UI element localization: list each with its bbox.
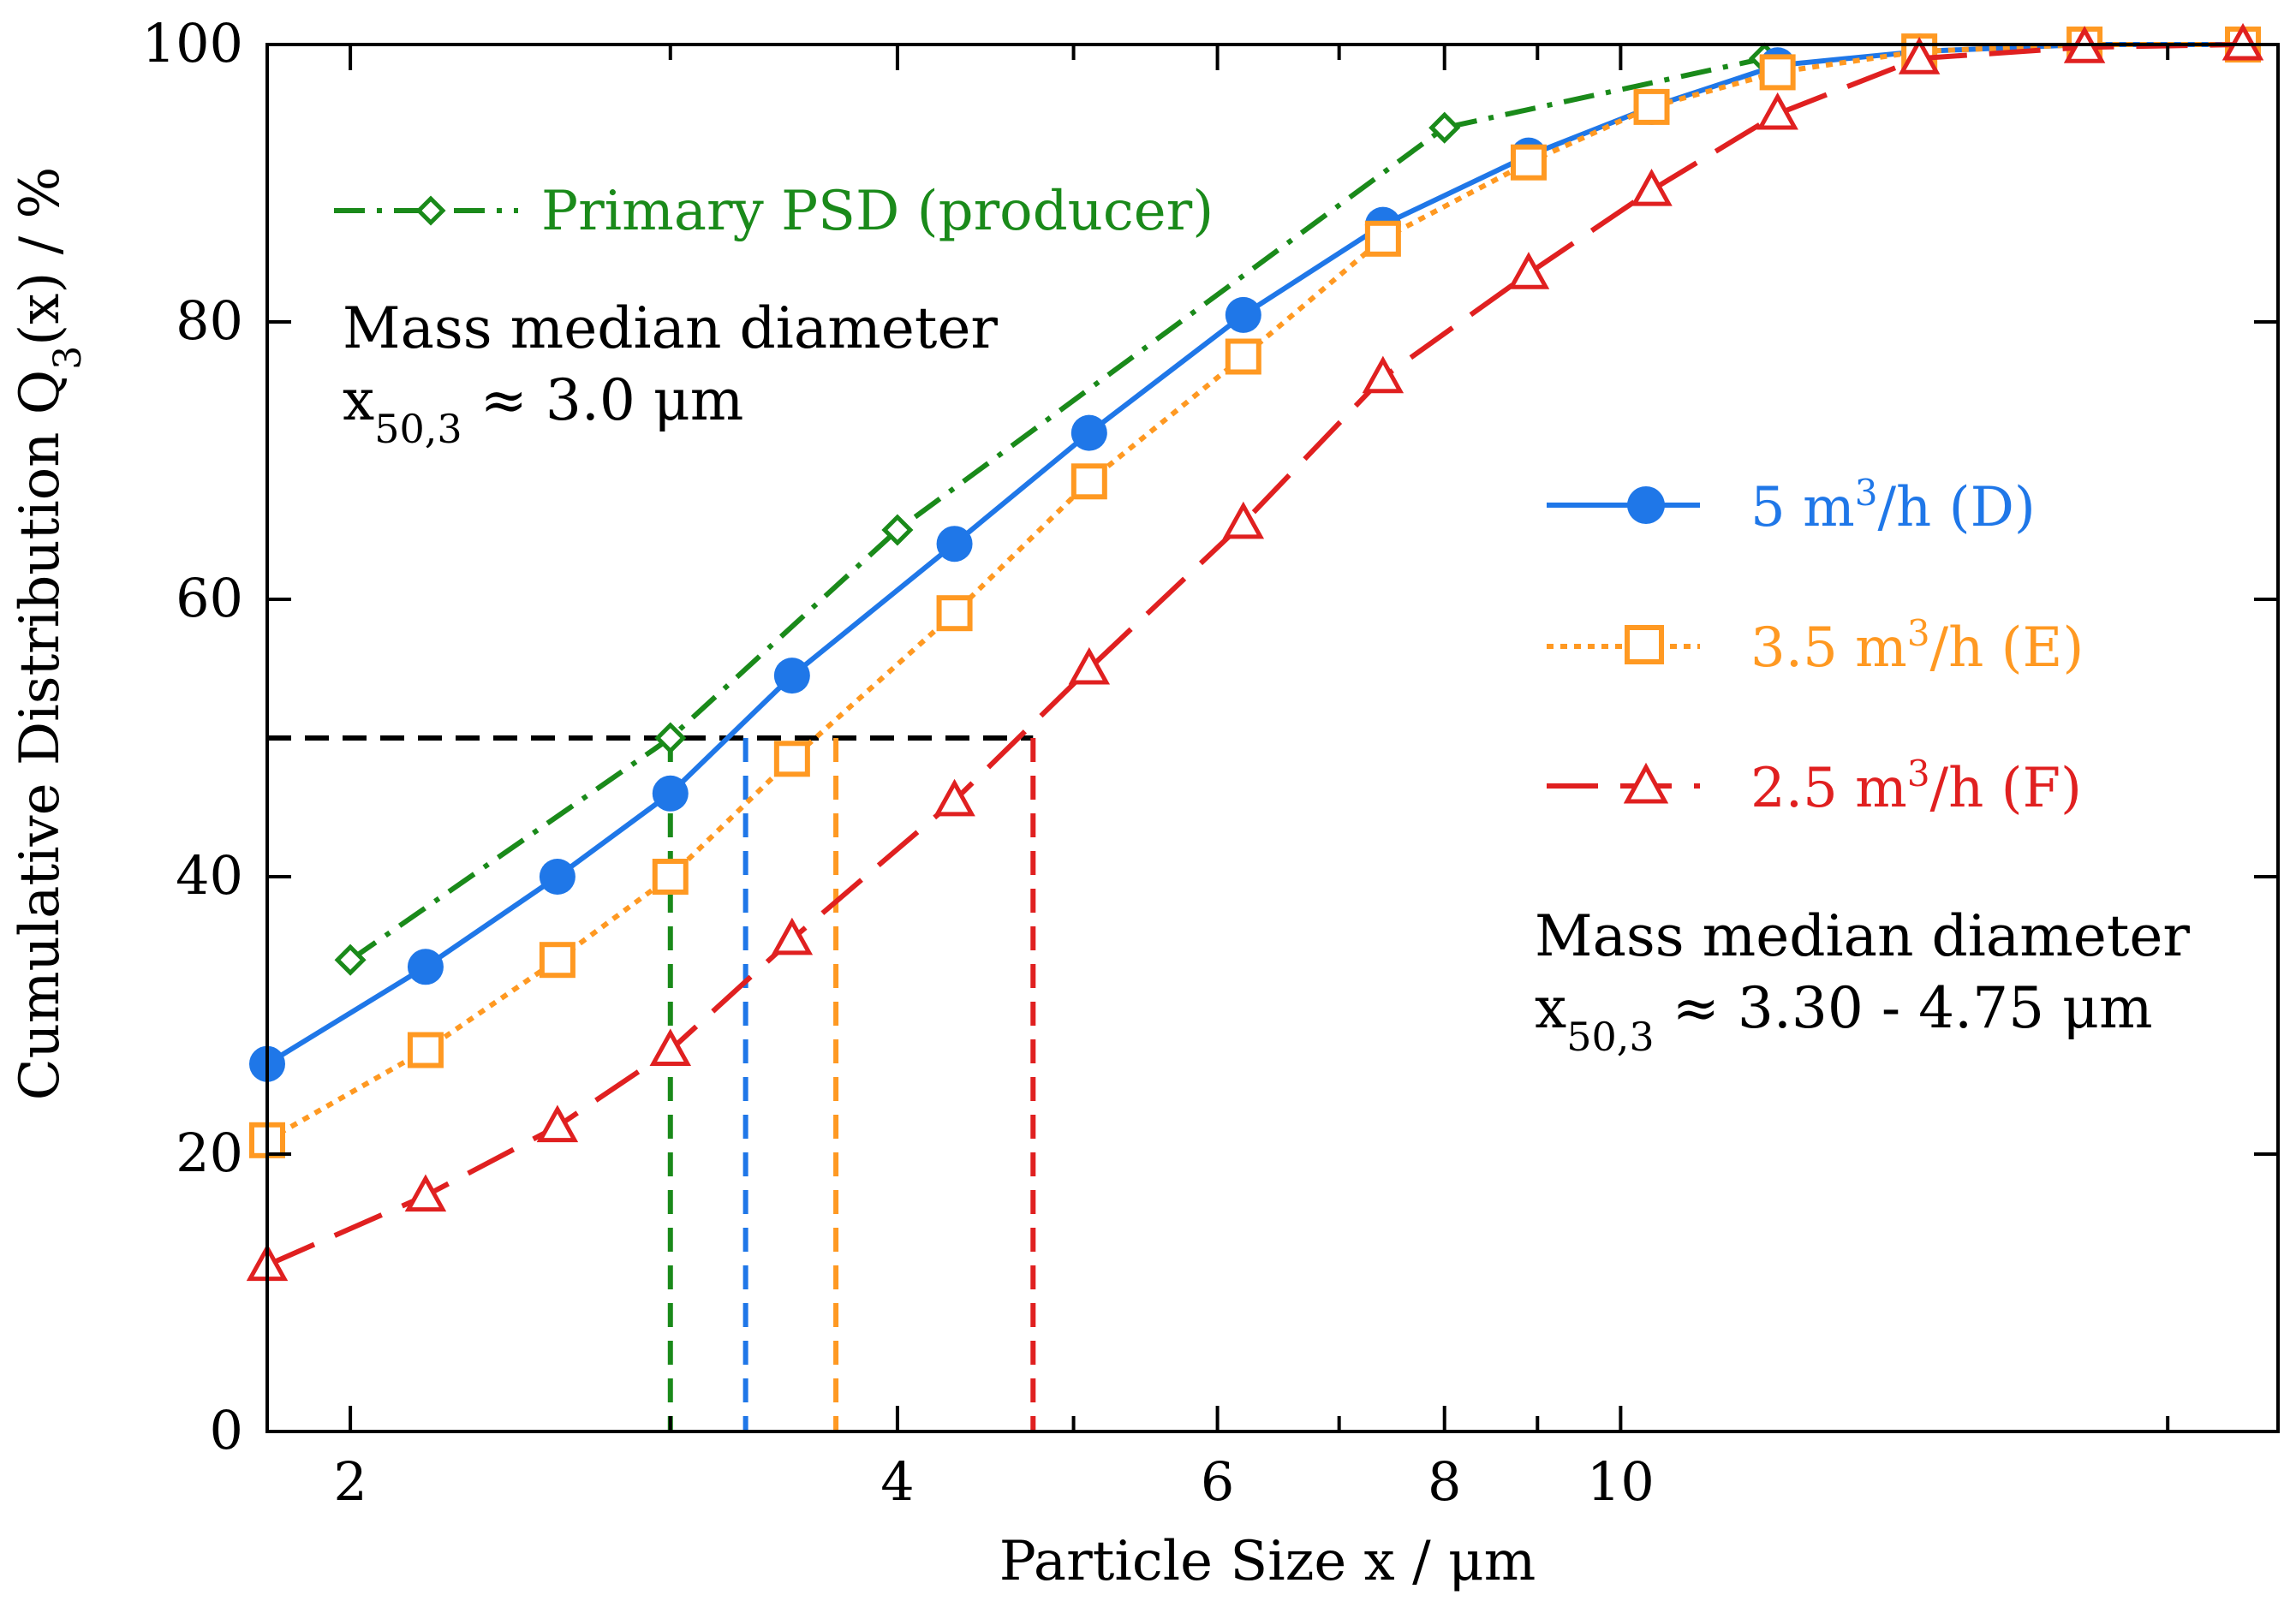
y-tick-label-40: 40 [176, 844, 243, 907]
series-line-0 [349, 56, 1766, 962]
data-point-2-1 [407, 1032, 444, 1068]
data-point-1-1 [407, 949, 444, 985]
plot-frame [265, 43, 2280, 1433]
annotation-right: Mass median diameter x50,3 ≈ 3.30 - 4.75… [1535, 903, 2190, 1060]
legend-item-e: 3.5 m3/h (E) [1547, 612, 2084, 681]
legend-label-primary: Primary PSD (producer) [541, 180, 1214, 243]
y-tick-label-100: 100 [142, 12, 243, 74]
legend-marker-square [1625, 625, 1664, 664]
legend-marker-circle [1627, 486, 1665, 524]
x-tick-label-10: 10 [1587, 1450, 1655, 1513]
data-point-3-12 [1898, 37, 1941, 74]
data-point-2-8 [1364, 220, 1401, 257]
legend: Primary PSD (producer) 5 m3/h (D) 3.5 m3… [334, 180, 2084, 820]
data-point-1-2 [539, 859, 575, 895]
data-point-2-7 [1225, 338, 1261, 375]
axis-ticks: 0 20 40 60 80 100 2 4 6 8 10 [142, 12, 2278, 1513]
data-point-0-2 [881, 514, 914, 546]
data-point-3-9 [1507, 252, 1550, 289]
data-point-2-10 [1633, 88, 1670, 125]
data-point-0-1 [654, 722, 687, 754]
legend-item-primary: Primary PSD (producer) [334, 180, 1214, 243]
legend-marker-diamond [415, 195, 446, 226]
series-line-3 [265, 42, 2244, 1268]
legend-item-d: 5 m3/h (D) [1547, 472, 2036, 540]
x-axis-title: Particle Size x / μm [999, 1530, 1536, 1593]
annotation-left-line1: Mass median diameter [343, 295, 998, 361]
legend-label-f: 2.5 m3/h (F) [1750, 753, 2082, 821]
annotation-left-line2: x50,3 ≈ 3.0 μm [343, 367, 743, 452]
y-tick-label-80: 80 [176, 289, 243, 352]
data-point-3-7 [1222, 501, 1265, 539]
y-tick-label-20: 20 [176, 1122, 243, 1184]
data-point-1-3 [652, 775, 689, 812]
legend-item-f: 2.5 m3/h (F) [1547, 753, 2082, 821]
data-point-1-7 [1225, 296, 1261, 333]
data-point-3-10 [1631, 168, 1673, 206]
legend-marker-triangle [1623, 762, 1669, 804]
data-point-2-11 [1759, 54, 1796, 91]
annotation-right-line2: x50,3 ≈ 3.30 - 4.75 μm [1535, 975, 2153, 1060]
data-point-3-1 [404, 1174, 447, 1212]
data-point-2-9 [1510, 144, 1547, 181]
data-point-2-5 [936, 595, 973, 632]
y-tick-label-0: 0 [210, 1399, 243, 1461]
x-tick-label-2: 2 [333, 1450, 367, 1513]
y-axis-title: Cumulative Distribution Q3(x) / % [9, 167, 90, 1101]
series-layer [246, 22, 2264, 1282]
data-point-3-3 [649, 1028, 692, 1066]
data-point-3-8 [1362, 355, 1404, 394]
data-point-1-5 [936, 526, 973, 562]
reference-lines [267, 735, 1036, 1431]
data-point-3-11 [1756, 92, 1798, 130]
data-point-2-2 [539, 942, 575, 979]
data-point-3-4 [771, 917, 814, 955]
data-point-3-6 [1068, 646, 1111, 685]
series-line-2 [265, 42, 2243, 1143]
data-point-2-4 [773, 741, 810, 777]
series-3 [246, 22, 2264, 1282]
annotation-left: Mass median diameter x50,3 ≈ 3.0 μm [343, 295, 998, 452]
annotation-right-line1: Mass median diameter [1535, 903, 2190, 969]
data-point-3-2 [536, 1104, 579, 1143]
x-tick-label-4: 4 [880, 1450, 914, 1513]
legend-label-d: 5 m3/h (D) [1750, 472, 2036, 540]
legend-label-e: 3.5 m3/h (E) [1750, 612, 2084, 681]
y-tick-label-60: 60 [176, 567, 243, 629]
x-tick-label-8: 8 [1428, 1450, 1461, 1513]
data-point-2-6 [1070, 463, 1107, 500]
data-point-1-6 [1070, 414, 1107, 451]
data-point-2-3 [652, 859, 689, 895]
data-point-3-5 [933, 778, 975, 817]
data-point-0-0 [334, 943, 367, 976]
data-point-1-4 [773, 658, 810, 694]
data-point-0-3 [1428, 111, 1461, 144]
x-tick-label-6: 6 [1201, 1450, 1234, 1513]
